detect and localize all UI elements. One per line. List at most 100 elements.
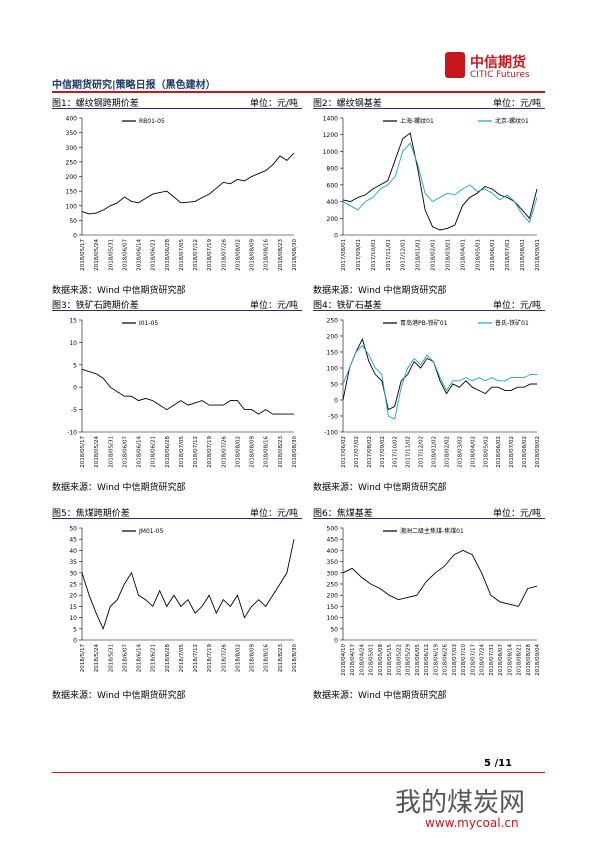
x-tick-label: 2018/07/12 [193, 239, 199, 271]
x-tick-label: 2018/01/01 [416, 239, 422, 271]
page-number: 5 /11 [484, 758, 513, 769]
x-tick-label: 2018/09/02 [535, 436, 541, 468]
y-tick-label: 50 [69, 218, 77, 225]
x-tick-label: 2018/08/23 [278, 436, 284, 468]
x-tick-label: 2018/07/26 [221, 436, 227, 468]
x-tick-label: 2018/7/12 [193, 644, 199, 672]
x-tick-label: 2018/04/02 [470, 436, 476, 468]
x-tick-label: 2018/07/05 [179, 436, 185, 468]
x-tick-label: 2018/05/15 [387, 644, 393, 676]
chart: -10 -5 0 5 10 15 2018/05/17 2018/05/24 2018/05/3… [67, 318, 298, 468]
x-tick-label: 2018/06/02 [496, 436, 502, 468]
x-tick-label: 2018/07/19 [207, 436, 213, 468]
x-tick-label: 2018/06/14 [137, 436, 143, 468]
x-tick-label: 2018/04/01 [460, 239, 466, 271]
y-tick-label: 200 [327, 216, 339, 223]
y-tick-label: 5 [73, 362, 77, 369]
x-tick-label: 2018/08/01 [520, 239, 526, 271]
x-tick-label: 2017/11/01 [386, 239, 392, 271]
chart-source: 数据来源：Wind 中信期货研究部 [52, 483, 186, 493]
chart-unit: 单位：元/吨 [492, 99, 541, 109]
y-tick-label: 150 [327, 604, 339, 611]
x-tick-label: 2018/7/19 [207, 644, 213, 673]
x-tick-label: 2018/06/26 [443, 644, 449, 676]
logo-cn: 中信期货 [470, 55, 526, 71]
x-tick-label: 2018/08/09 [250, 239, 256, 271]
x-tick-label: 2017/12/01 [401, 239, 407, 271]
x-tick-label: 2018/07/02 [509, 436, 515, 468]
x-tick-label: 2018/6/14 [137, 644, 143, 673]
chart: 0 200 400 600 800 1000 1200 1400 2017/08/01 2017/… [323, 116, 541, 271]
y-tick-label: 600 [327, 182, 339, 189]
y-tick-label: -10 [67, 430, 77, 437]
chart-source: 数据来源：Wind 中信期货研究部 [313, 691, 447, 701]
chart-panel: 图4：铁矿石基差 单位：元/吨 -100 -50 0 50 100 150 200 250 2017… [313, 298, 545, 493]
x-tick-label: 2018/09/01 [535, 239, 541, 271]
chart-unit: 单位：元/吨 [249, 99, 298, 109]
chart-unit: 单位：元/吨 [249, 301, 298, 311]
y-tick-label: 200 [327, 593, 339, 600]
x-tick-label: 2018/06/07 [122, 436, 128, 468]
x-tick-label: 2018/06/19 [433, 644, 439, 676]
x-tick-label: 2018/08/16 [264, 436, 270, 468]
header-title: 中信期货研究|策略日报（黑色建材） [52, 80, 216, 91]
x-tick-label: 2018/08/30 [292, 239, 298, 271]
x-tick-label: 2018/06/12 [424, 644, 430, 676]
x-tick-label: 2018/04/10 [341, 644, 347, 676]
y-tick-label: 450 [327, 537, 339, 544]
chart-title: 图2：螺纹钢基差 [313, 99, 382, 109]
chart-source: 数据来源：Wind 中信期货研究部 [313, 483, 447, 493]
y-tick-label: 0 [334, 398, 338, 405]
x-tick-label: 2018/08/16 [264, 239, 270, 271]
chart-source: 数据来源：Wind 中信期货研究部 [52, 691, 186, 701]
x-tick-label: 2018/06/14 [137, 239, 143, 271]
x-tick-label: 2017/11/02 [406, 436, 412, 468]
y-tick-label: 25 [69, 582, 77, 589]
x-tick-label: 2018/06/05 [415, 644, 421, 676]
y-tick-label: 0 [73, 638, 77, 645]
x-tick-label: 2018/5/24 [94, 644, 100, 673]
x-tick-label: 2018/02/01 [431, 239, 437, 271]
x-tick-label: 2018/05/17 [80, 239, 86, 271]
x-tick-label: 2018/8/02 [235, 644, 241, 672]
x-tick-label: 2017/06/02 [341, 436, 347, 468]
y-tick-label: 250 [327, 582, 339, 589]
x-tick-label: 2018/07/05 [179, 239, 185, 271]
x-tick-label: 2018/08/23 [278, 239, 284, 271]
x-tick-label: 2018/07/17 [470, 644, 476, 676]
x-tick-label: 2018/6/07 [122, 644, 128, 673]
y-tick-label: 250 [66, 159, 78, 166]
x-tick-label: 2017/12/02 [419, 436, 425, 468]
x-tick-label: 2018/03/01 [445, 239, 451, 271]
x-tick-label: 2017/10/01 [371, 239, 377, 271]
x-tick-label: 2018/08/02 [235, 239, 241, 271]
chart-panel: 图5：焦煤跨期价差 单位：元/吨 0 5 10 15 20 25 30 35 40 45 50 2018/… [52, 506, 302, 701]
x-tick-label: 2017/07/02 [354, 436, 360, 468]
y-tick-label: 5 [73, 626, 77, 633]
x-tick-label: 2018/04/24 [359, 644, 365, 676]
y-tick-label: 400 [66, 116, 78, 123]
x-tick-label: 2018/03/02 [457, 436, 463, 468]
x-tick-label: 2018/08/30 [292, 436, 298, 468]
x-tick-label: 2017/09/01 [356, 239, 362, 271]
x-tick-label: 2018/7/05 [179, 644, 185, 673]
y-tick-label: 50 [69, 526, 77, 533]
y-tick-label: 15 [69, 318, 77, 325]
x-tick-label: 2018/05/01 [369, 644, 375, 676]
x-tick-label: 2018/01/02 [432, 436, 438, 468]
y-tick-label: 400 [327, 199, 339, 206]
series-line [81, 152, 295, 215]
legend-label: 北京-螺纹01 [495, 117, 529, 125]
x-tick-label: 2017/08/02 [367, 436, 373, 468]
x-tick-label: 2018/05/01 [475, 239, 481, 271]
footer-rule [52, 772, 545, 773]
y-tick-label: 20 [69, 593, 77, 600]
legend-label: I01-05 [139, 320, 158, 327]
x-tick-label: 2018/06/28 [165, 436, 171, 468]
watermark-url: www.mycoal.cn [425, 816, 519, 830]
x-tick-label: 2018/07/03 [452, 644, 458, 676]
header-rule [52, 91, 545, 93]
x-tick-label: 2018/07/19 [207, 239, 213, 271]
y-tick-label: 10 [69, 615, 77, 622]
